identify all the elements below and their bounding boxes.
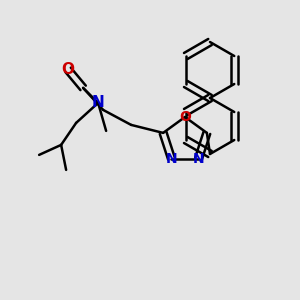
Text: O: O (179, 110, 191, 124)
Text: N: N (166, 152, 177, 166)
Text: N: N (193, 152, 204, 166)
Text: O: O (61, 62, 75, 77)
Text: N: N (92, 95, 104, 110)
